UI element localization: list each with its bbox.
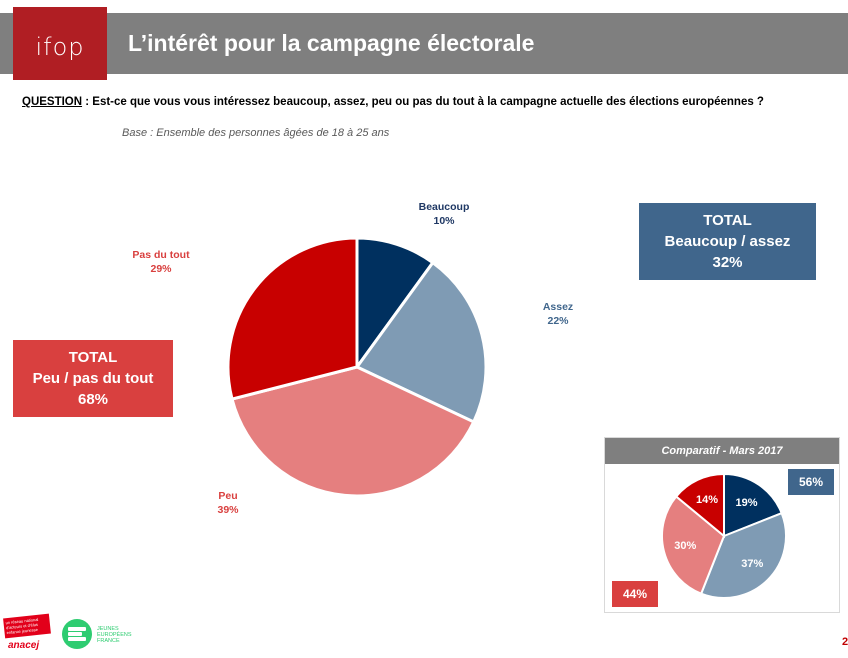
mini-pie-slices xyxy=(661,472,787,599)
pie-slice-beaucoup xyxy=(723,472,783,538)
logo-text: ifop xyxy=(35,32,85,61)
label-assez-value: 22% xyxy=(547,315,569,327)
total-positive-title: TOTAL xyxy=(703,212,752,229)
total-negative-label: Peu / pas du tout xyxy=(32,370,154,387)
slice-label-beaucoup: 19% xyxy=(735,496,758,509)
label-peu-name: Peu xyxy=(218,490,238,502)
base-note: Base : Ensemble des personnes âgées de 1… xyxy=(122,127,390,139)
jef-bar-icon xyxy=(68,632,82,636)
jef-bar-icon xyxy=(68,637,86,641)
page-title: L’intérêt pour la campagne électorale xyxy=(128,30,535,56)
anacej-name: anacej xyxy=(8,640,40,651)
slice-label-assez: 37% xyxy=(741,558,764,571)
label-pas-du-tout-name: Pas du tout xyxy=(132,249,190,261)
label-assez: Assez 22% xyxy=(543,300,573,328)
total-negative-box: TOTAL Peu / pas du tout 68% xyxy=(13,340,173,417)
jef-name: JEUNES EUROPÉENS FRANCE xyxy=(97,626,132,644)
question: QUESTION : Est-ce que vous vous intéress… xyxy=(22,96,764,108)
pie-slice-beaucoup xyxy=(355,236,435,372)
label-peu: Peu 39% xyxy=(217,489,238,517)
total-positive-label: Beaucoup / assez xyxy=(664,233,791,250)
total-positive-box: TOTAL Beaucoup / assez 32% xyxy=(639,203,816,280)
page-number: 2 xyxy=(842,636,848,648)
comparison-header: Comparatif - Mars 2017 xyxy=(605,438,839,464)
jef-bar-icon xyxy=(68,627,86,631)
pie-slice-peu xyxy=(661,495,726,595)
label-beaucoup-name: Beaucoup xyxy=(418,201,470,213)
comparison-total-negative: 44% xyxy=(612,581,658,607)
question-text: : Est-ce que vous vous intéressez beauco… xyxy=(82,96,764,108)
anacej-tagline: un réseau national d'acteurs et d'élus e… xyxy=(5,616,39,636)
comparison-total-positive: 56% xyxy=(788,469,834,495)
pie-slice-pas-du-tout xyxy=(226,236,359,401)
pie-slice-assez xyxy=(699,511,787,599)
label-pas-du-tout-value: 29% xyxy=(150,263,172,275)
label-beaucoup-value: 10% xyxy=(433,215,455,227)
label-beaucoup: Beaucoup 10% xyxy=(419,200,470,228)
jef-logo-icon xyxy=(62,619,92,649)
total-negative-value: 68% xyxy=(77,391,109,408)
slice-label-pas-du-tout: 14% xyxy=(695,493,718,506)
label-peu-value: 39% xyxy=(217,504,239,516)
title-bar xyxy=(0,13,848,74)
pie-slice-peu xyxy=(230,365,476,498)
pie-slice-pas-du-tout xyxy=(674,472,725,539)
total-positive-value: 32% xyxy=(712,254,743,271)
question-label: QUESTION xyxy=(22,96,83,108)
total-negative-title: TOTAL xyxy=(68,349,118,366)
ifop-logo: ifop xyxy=(13,7,107,80)
label-assez-name: Assez xyxy=(542,301,574,313)
slice-label-peu: 30% xyxy=(674,539,697,552)
main-pie xyxy=(226,236,488,498)
label-pas-du-tout: Pas du tout 29% xyxy=(132,248,189,276)
